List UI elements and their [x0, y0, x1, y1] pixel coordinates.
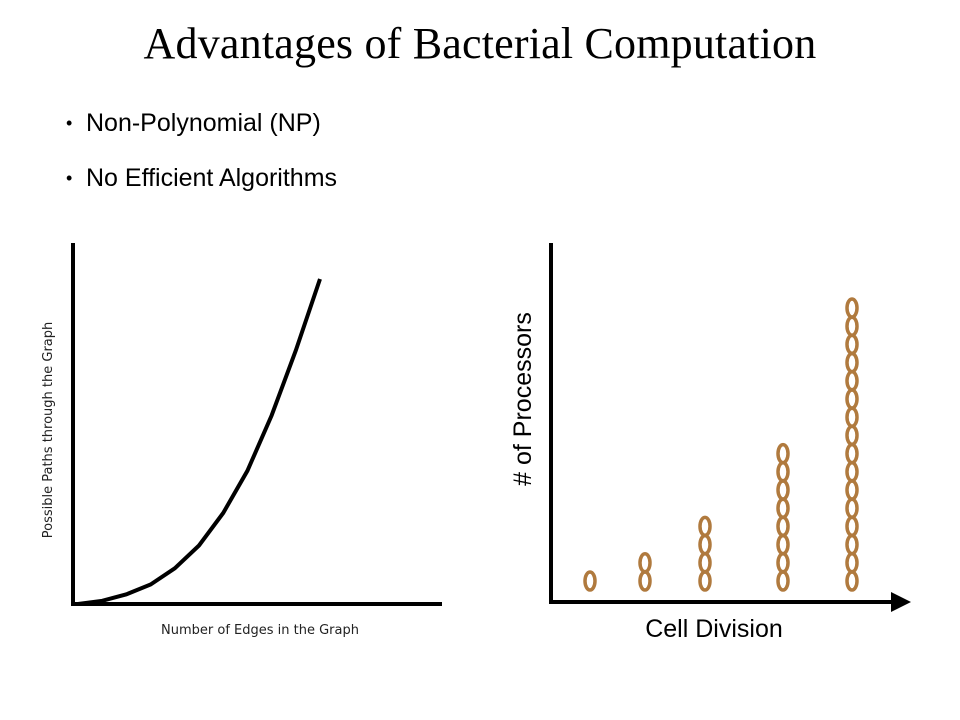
bullet-list: • Non-Polynomial (NP) • No Efficient Algor… [66, 106, 337, 216]
bacterium-cell [845, 351, 859, 374]
cell-stack-2 [638, 552, 652, 592]
bacterium-cell [698, 533, 712, 556]
bacterium-cell [583, 570, 597, 592]
bacterium-cell [845, 570, 859, 592]
bacterium-cell [776, 479, 790, 501]
cell-stack-3 [698, 515, 712, 592]
bullet-item: • Non-Polynomial (NP) [66, 106, 337, 161]
bacterium-cell [638, 570, 652, 592]
bacterium-cell [698, 552, 712, 574]
bacterium-cell [845, 515, 859, 538]
bacterium-cell [845, 388, 859, 410]
bacterium-cell [638, 552, 652, 574]
bacterium-cell [776, 515, 790, 538]
bacterium-cell [845, 424, 859, 447]
bacterium-cell [845, 461, 859, 483]
bacterium-cell [845, 406, 859, 428]
bacterium-cell [776, 570, 790, 592]
bacterium-cell [845, 552, 859, 574]
bacterium-cell [845, 497, 859, 519]
bacterium-cell [845, 442, 859, 465]
cell-stack-4 [776, 442, 790, 592]
right-chart: # of Processors Cell Division [509, 243, 911, 643]
cell-stack-1 [583, 570, 597, 592]
left-y-axis-label: Possible Paths through the Graph [41, 322, 56, 539]
bacterium-cell [776, 461, 790, 483]
bacterium-cell [776, 552, 790, 574]
bacterium-cell [845, 370, 859, 392]
bacterium-cell [776, 497, 790, 519]
bacterium-cell [845, 333, 859, 356]
left-chart: Possible Paths through the Graph Number … [41, 243, 442, 638]
bacterium-cell [845, 479, 859, 501]
bacterium-cell [845, 533, 859, 556]
bacterium-cell [698, 570, 712, 592]
bullet-text: Non-Polynomial (NP) [86, 109, 321, 137]
bullet-text: No Efficient Algorithms [86, 164, 338, 192]
right-y-axis-label: # of Processors [509, 312, 537, 486]
cell-stacks [583, 297, 859, 592]
bullet-icon: • [66, 168, 73, 188]
bullet-item: • No Efficient Algorithms [66, 161, 337, 216]
left-growth-curve [77, 278, 322, 606]
bacterium-cell [845, 315, 859, 337]
bacterium-cell [776, 533, 790, 556]
bullet-icon: • [66, 113, 73, 133]
bacterium-cell [845, 297, 859, 319]
slide-title: Advantages of Bacterial Computation [143, 19, 817, 68]
right-x-axis-label: Cell Division [645, 615, 783, 643]
left-x-axis-label: Number of Edges in the Graph [161, 623, 359, 638]
bacterium-cell [776, 442, 790, 465]
cell-stack-5 [845, 297, 859, 592]
bacterium-cell [698, 515, 712, 538]
